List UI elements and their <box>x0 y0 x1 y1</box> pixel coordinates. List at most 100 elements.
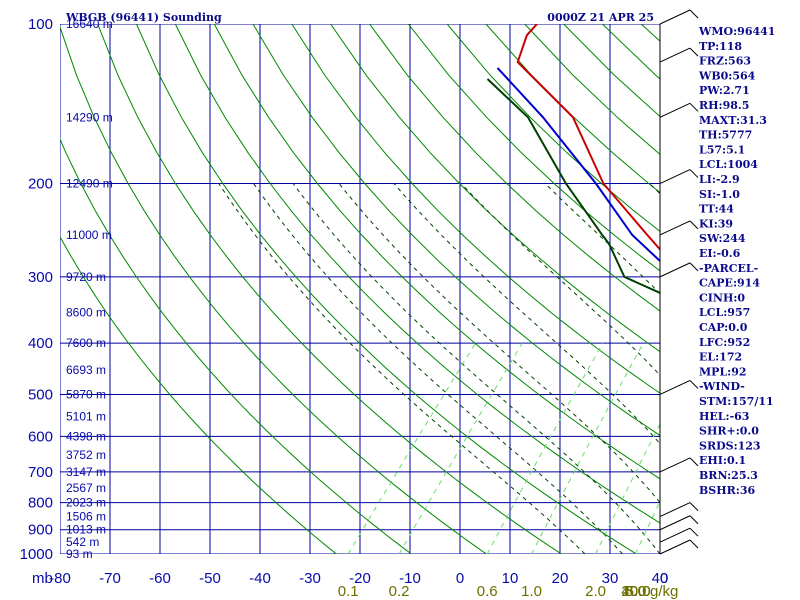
pressure-unit-label: mb <box>32 570 53 587</box>
moist-adiabat <box>218 183 586 554</box>
height-label: 5101 m <box>66 409 106 423</box>
mixing-ratio-line <box>531 342 644 554</box>
index-line: L57:5.1 <box>699 143 745 156</box>
wind-barb-flag <box>689 220 699 230</box>
index-line: WMO:96441 <box>698 25 775 38</box>
index-line: -PARCEL- <box>699 262 758 275</box>
temperature-tick-label: -80 <box>49 570 71 587</box>
index-line: KI:39 <box>699 217 733 230</box>
temperature-tick-label: 40 <box>652 570 669 587</box>
pressure-label: 100 <box>28 16 53 33</box>
wind-barb <box>659 515 691 531</box>
mixing-ratio-line <box>486 342 604 554</box>
index-line: WB0:564 <box>698 69 756 82</box>
index-line: BSHR:36 <box>699 484 755 497</box>
dry-adiabat <box>252 24 660 437</box>
temperature-axis-labels: -80 -70 -60 -50 -40 -30 -20 -10 0 10 20 30 400 <box>49 570 668 587</box>
index-line: PW:2.71 <box>699 84 750 97</box>
mixing-ratio-tick-label: 3.0 <box>625 583 646 600</box>
height-label: 1506 m <box>66 510 106 524</box>
temperature-tick-label: -70 <box>99 570 121 587</box>
index-line: -WIND- <box>699 380 745 393</box>
wind-barb-flag <box>689 515 699 525</box>
moist-adiabat <box>338 183 660 504</box>
index-line: MAXT:31.3 <box>699 114 767 127</box>
temperature-profile <box>516 24 660 251</box>
index-line: TT:44 <box>699 203 734 216</box>
temperature-tick-label: -30 <box>299 570 321 587</box>
wind-barb <box>659 502 691 518</box>
chart-title: WBGB (96441) Sounding <box>65 11 222 24</box>
sounding-profiles <box>486 24 660 294</box>
height-label: 7600 m <box>66 336 106 350</box>
mixing-ratio-tick-label: 10.0 <box>621 583 650 600</box>
index-line: SI:-1.0 <box>699 188 740 201</box>
wind-barb-flag <box>689 9 699 19</box>
index-line: CAPE:914 <box>699 277 760 290</box>
temperature-tick-label: 10 <box>502 570 519 587</box>
wind-barb-flag <box>689 169 699 178</box>
height-label: 6693 m <box>66 363 106 377</box>
index-line: EHI:0.1 <box>699 454 746 467</box>
wind-barb-flag <box>689 502 699 511</box>
wind-barb-flag <box>689 380 699 389</box>
temperature-tick-label: -60 <box>149 570 171 587</box>
index-line: LFC:952 <box>699 336 750 349</box>
index-line: SRDS:123 <box>699 439 761 452</box>
dry-adiabat <box>136 24 637 554</box>
dry-adiabat <box>97 24 562 554</box>
wind-barb <box>659 262 691 278</box>
index-line: LI:-2.9 <box>699 173 740 186</box>
wind-barb-flag <box>689 47 699 57</box>
dry-adiabat <box>291 24 660 394</box>
dry-adiabat <box>174 24 660 524</box>
height-label: 2023 m <box>66 496 106 510</box>
height-label: 2567 m <box>66 481 106 495</box>
mixing-ratio-tick-label: 0.2 <box>389 583 410 600</box>
index-line: CAP:0.0 <box>699 321 748 334</box>
height-label: 16640 m <box>66 17 113 31</box>
pressure-label: 1000 <box>20 546 53 563</box>
parcel-profile <box>496 67 660 263</box>
mixing-ratio-tick-label: 20.0 <box>621 583 650 600</box>
index-line: FRZ:563 <box>699 55 751 68</box>
height-label: 8600 m <box>66 305 106 319</box>
adiabat-lines <box>60 24 660 554</box>
height-label: 1013 m <box>66 523 106 537</box>
height-label: 3752 m <box>66 448 106 462</box>
wind-barb-flag <box>689 539 699 549</box>
height-label: 4398 m <box>66 429 106 443</box>
temperature-tick-label: -20 <box>349 570 371 587</box>
mixing-ratio-tick-label: 2.0 <box>585 583 606 600</box>
wind-barb <box>659 457 691 473</box>
index-line: SHR+:0.0 <box>699 425 759 438</box>
temperature-tick-label: -40 <box>249 570 271 587</box>
wind-barb <box>659 102 691 118</box>
index-line: RH:98.5 <box>699 99 749 112</box>
wind-barb <box>659 539 691 555</box>
wind-barb-flag <box>689 262 699 272</box>
height-label: 11000 m <box>66 228 112 242</box>
mixing-ratio-tick-label: 5.0 <box>626 583 647 600</box>
temperature-tick-label: 0 <box>660 570 668 587</box>
dry-adiabat <box>369 24 660 312</box>
moist-adiabat <box>253 183 623 554</box>
index-line: TH:5777 <box>699 129 752 142</box>
pressure-label: 500 <box>28 386 53 403</box>
mixing-ratio-tick-label: 0.6 <box>477 583 498 600</box>
temperature-tick-label: -10 <box>399 570 421 587</box>
index-line: MPL:92 <box>699 365 747 378</box>
wind-barb-flag <box>689 527 699 537</box>
grid-lines <box>60 24 660 554</box>
dewpoint-profile <box>486 78 660 294</box>
wind-barb-flag <box>689 102 699 112</box>
wind-barb-flag <box>689 457 699 467</box>
moist-adiabat <box>292 183 660 554</box>
pressure-label: 200 <box>28 176 53 193</box>
pressure-label: 300 <box>28 269 53 286</box>
height-label: 9720 m <box>66 270 106 284</box>
index-line: BRN:25.3 <box>699 469 758 482</box>
temperature-tick-label: -50 <box>199 570 221 587</box>
height-label: 93 m <box>66 547 93 561</box>
